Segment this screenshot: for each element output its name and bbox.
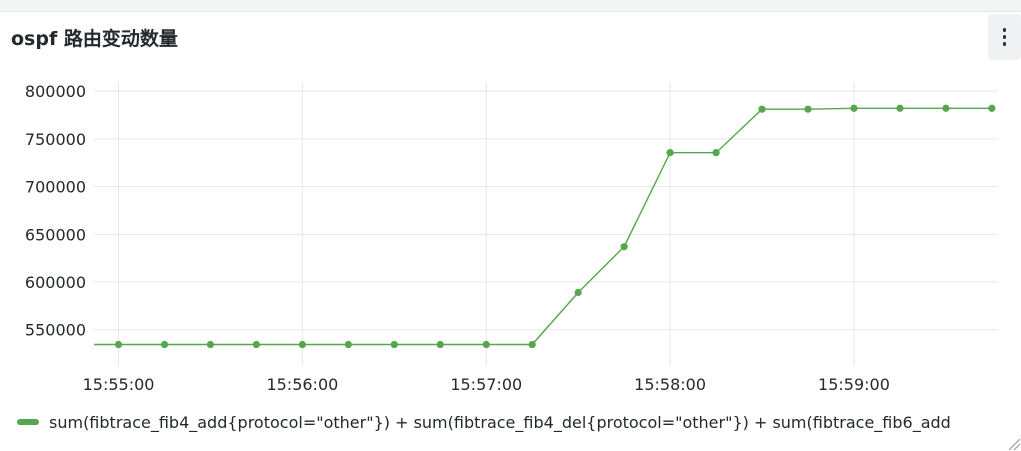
data-point — [528, 340, 536, 349]
data-point — [436, 340, 444, 349]
y-tick-label: 800000 — [25, 82, 86, 101]
data-point — [666, 149, 674, 157]
data-point — [988, 104, 996, 112]
data-point — [206, 340, 215, 349]
data-point — [942, 104, 950, 112]
data-point — [390, 340, 398, 349]
legend-label[interactable]: sum(fibtrace_fib4_add{protocol="other"})… — [49, 412, 951, 432]
y-tick-label: 750000 — [25, 130, 86, 149]
legend-swatch — [17, 419, 39, 425]
data-point — [344, 340, 352, 349]
data-point — [896, 104, 904, 112]
series-line — [94, 107, 992, 346]
data-point — [114, 340, 123, 349]
vertical-ellipsis-icon — [1002, 27, 1007, 47]
panel-title: ospf 路由变动数量 — [11, 28, 178, 50]
data-point — [482, 340, 490, 349]
y-tick-label: 550000 — [25, 321, 86, 340]
resize-handle-icon[interactable] — [1006, 436, 1021, 451]
data-point — [620, 243, 628, 251]
panel-menu-button[interactable] — [988, 14, 1021, 60]
top-strip — [0, 0, 1021, 12]
data-point — [712, 149, 720, 157]
y-tick-label: 700000 — [25, 178, 86, 197]
legend[interactable]: sum(fibtrace_fib4_add{protocol="other"})… — [17, 409, 1009, 435]
data-point — [298, 340, 306, 349]
x-tick-label: 15:55:00 — [83, 375, 155, 394]
x-tick-label: 15:58:00 — [634, 375, 706, 394]
data-point — [574, 288, 582, 297]
data-point — [804, 105, 812, 113]
y-tick-label: 600000 — [25, 273, 86, 292]
data-point — [758, 105, 766, 113]
data-point — [252, 340, 261, 349]
y-tick-label: 650000 — [25, 225, 86, 244]
data-point — [850, 104, 858, 112]
data-point — [160, 340, 169, 349]
x-tick-label: 15:57:00 — [450, 375, 522, 394]
x-tick-label: 15:56:00 — [266, 375, 338, 394]
x-tick-label: 15:59:00 — [818, 375, 890, 394]
